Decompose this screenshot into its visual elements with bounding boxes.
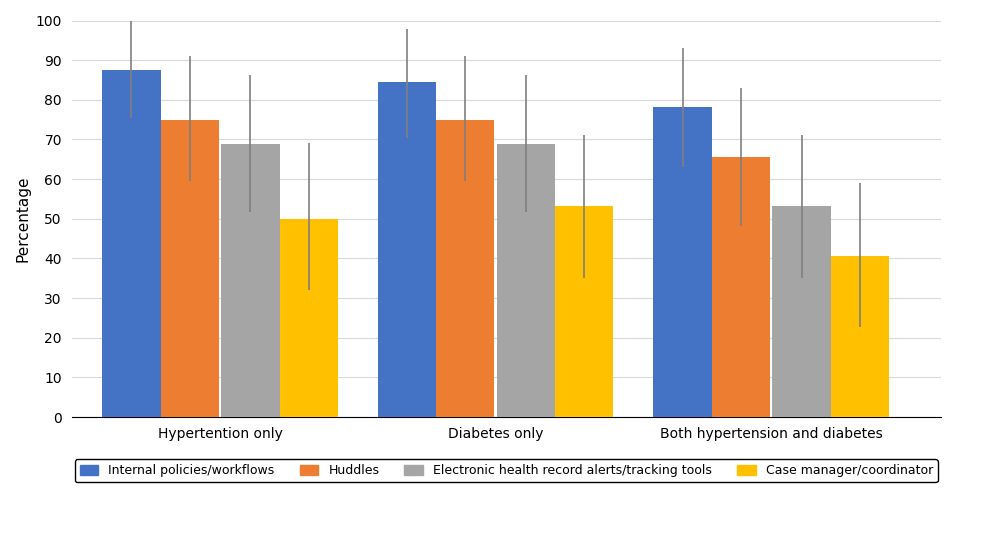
Bar (221, 144, 280, 417)
Bar (497, 144, 555, 417)
Bar (280, 219, 338, 417)
Bar (712, 157, 770, 417)
Bar (555, 206, 613, 417)
Bar (378, 82, 436, 417)
Bar (436, 120, 494, 417)
Bar (102, 70, 161, 417)
Y-axis label: Percentage: Percentage (15, 176, 30, 262)
Bar (772, 206, 831, 417)
Legend: Internal policies/workflows, Huddles, Electronic health record alerts/tracking t: Internal policies/workflows, Huddles, El… (75, 459, 938, 482)
Bar (831, 256, 889, 417)
Bar (653, 107, 712, 417)
Bar (161, 120, 219, 417)
